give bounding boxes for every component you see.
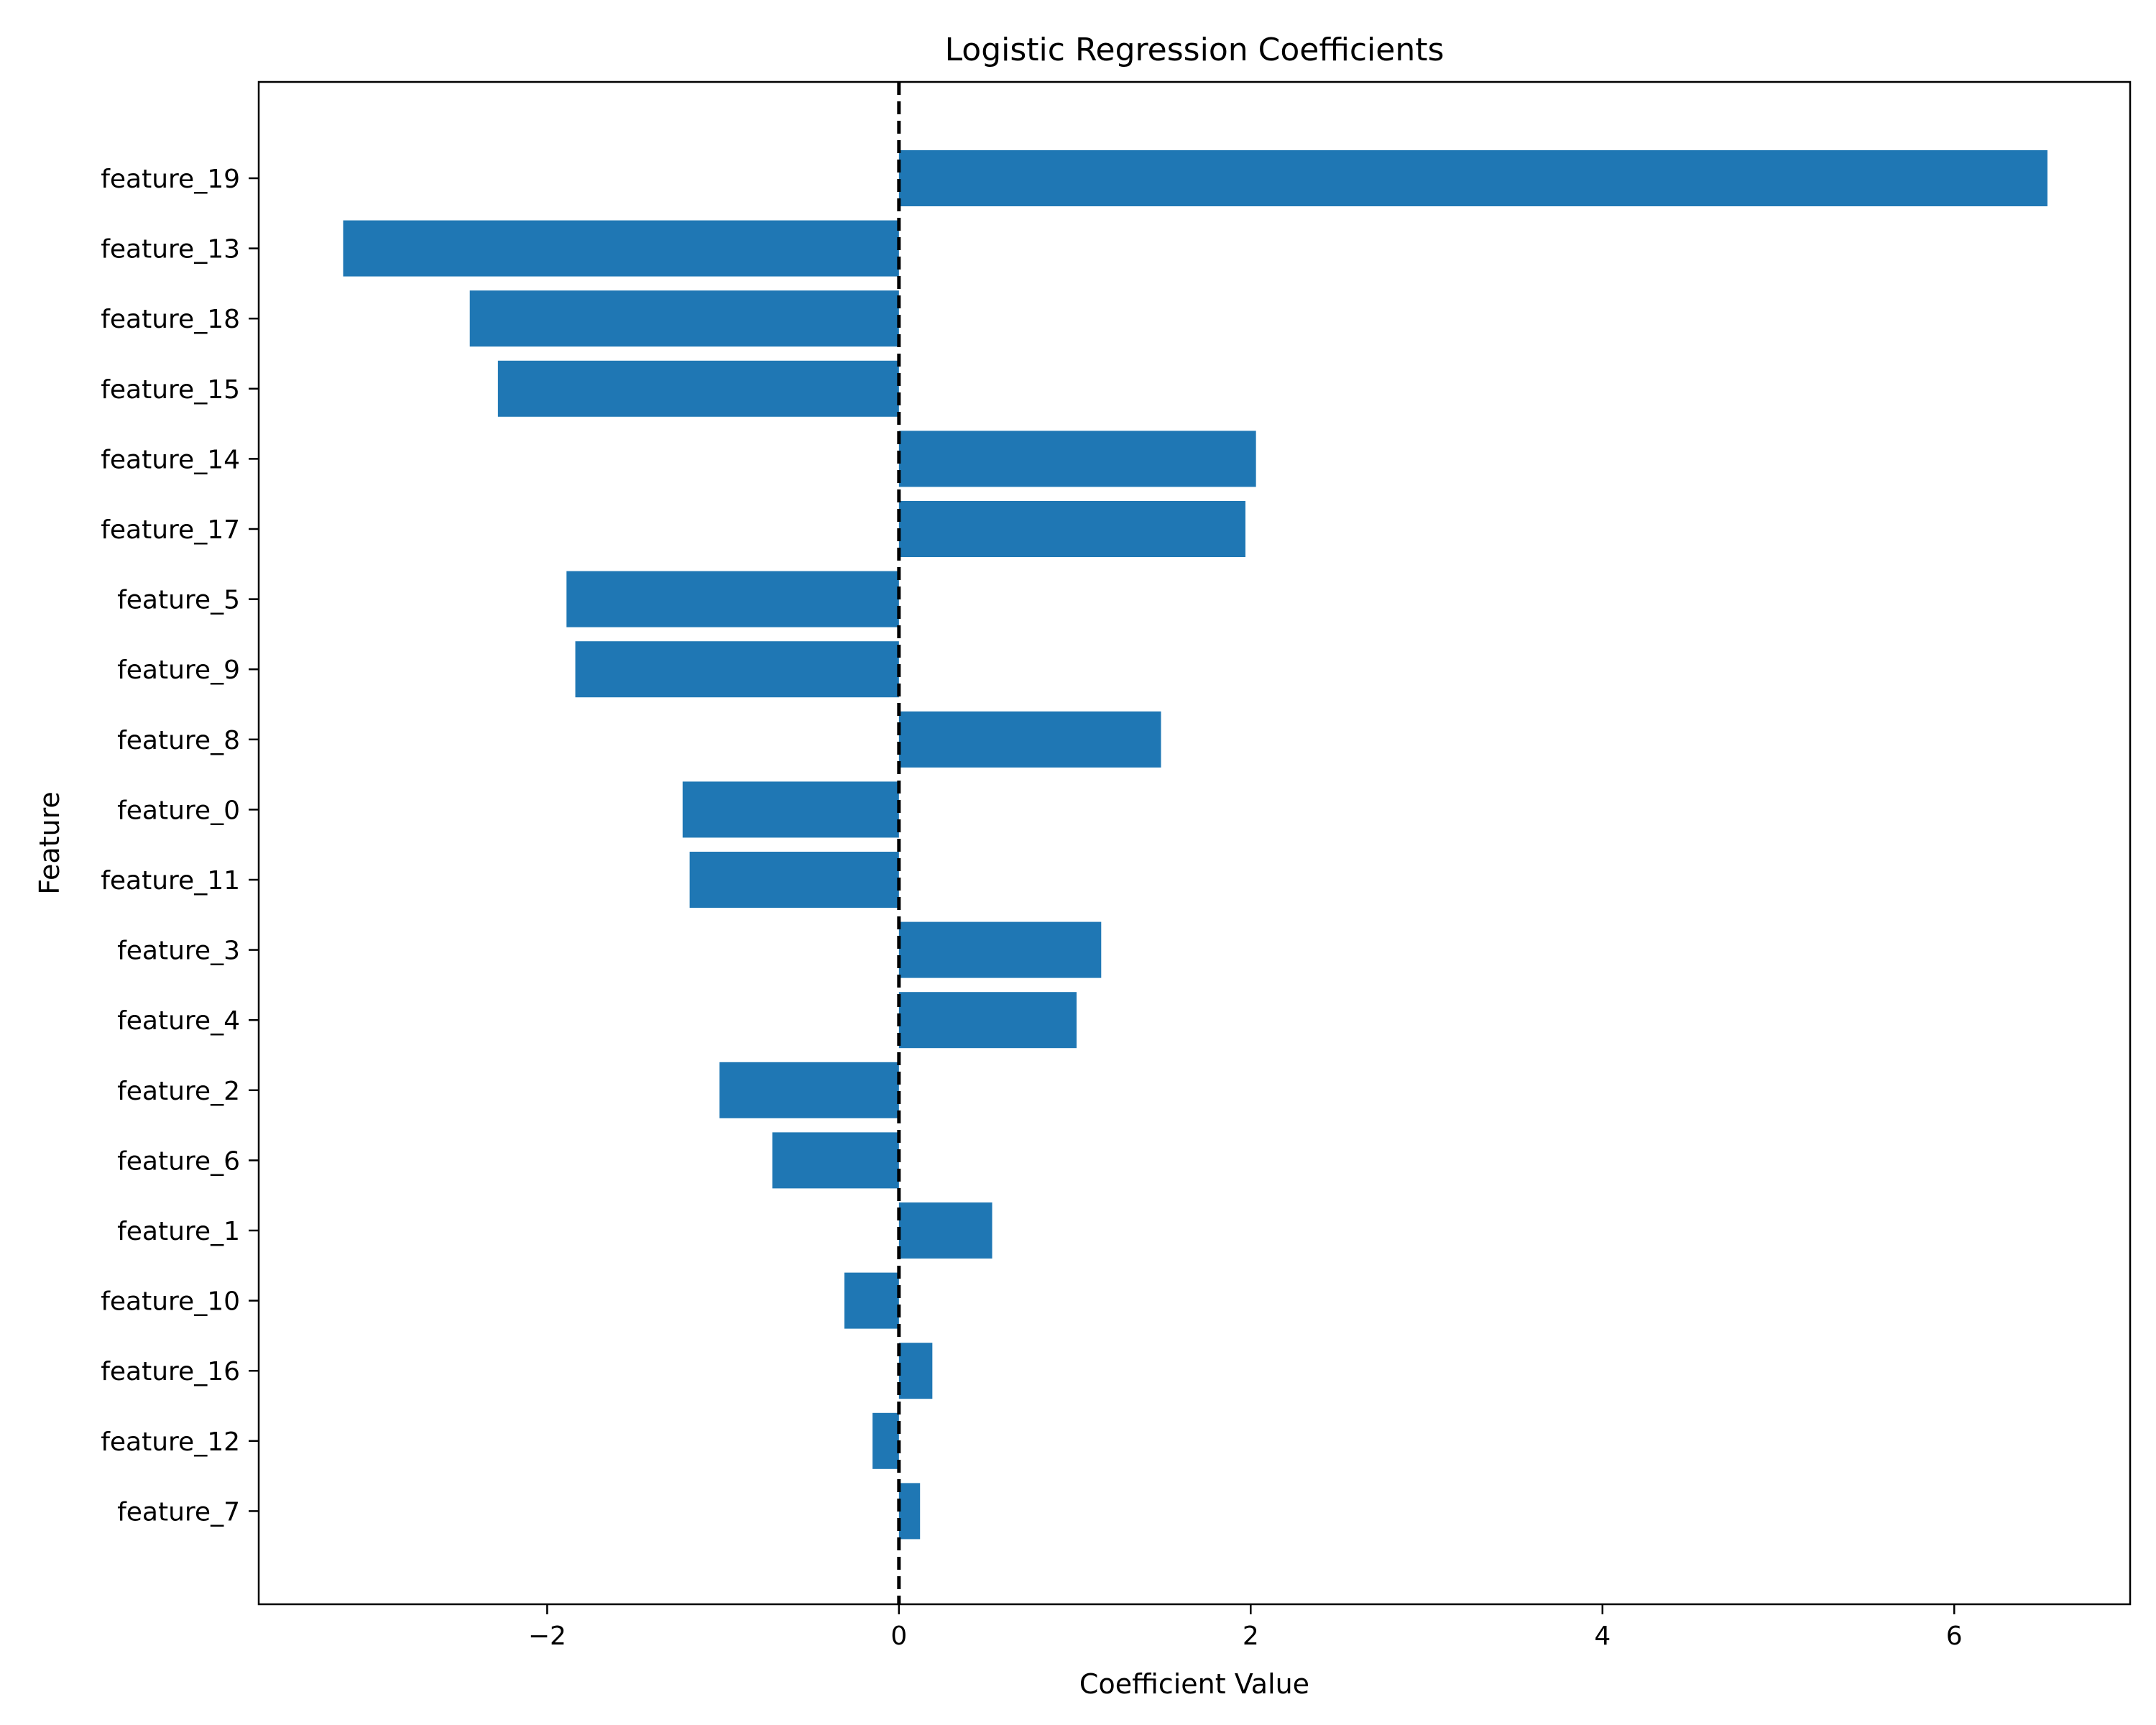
y-tick-label: feature_13 [101,235,240,264]
y-tick-label: feature_11 [101,866,240,896]
bar-feature_18 [469,290,899,347]
bar-feature_8 [898,711,1161,768]
bar-feature_5 [566,571,899,627]
y-tick-label: feature_7 [117,1497,240,1527]
x-tick-label: 0 [890,1622,907,1651]
y-tick-label: feature_6 [117,1146,240,1176]
bar-feature_7 [898,1483,921,1540]
bar-feature_0 [682,781,899,838]
bar-feature_3 [898,921,1102,978]
bar-feature_11 [689,852,899,908]
y-tick-label: feature_3 [117,937,240,966]
y-tick-label: feature_5 [117,586,240,615]
chart-title: Logistic Regression Coefficients [945,32,1445,68]
bar-feature_13 [343,220,899,277]
y-tick-label: feature_0 [117,796,240,825]
x-tick-label: 6 [1946,1622,1963,1651]
y-tick-label: feature_16 [101,1357,240,1386]
x-axis-ticks: −2 0 2 4 6 [528,1604,1963,1651]
plot-frame [257,80,2132,1606]
y-tick-label: feature_18 [101,305,240,334]
bar-feature_15 [497,360,899,417]
bar-feature_19 [898,150,2047,206]
y-tick-label: feature_15 [101,375,240,405]
bar-feature_9 [575,641,899,698]
bar-feature_10 [844,1272,899,1329]
x-tick-label: 2 [1243,1622,1259,1651]
y-axis-label: Feature [34,791,65,895]
bar-feature_4 [898,992,1077,1049]
y-tick-label: feature_1 [117,1217,240,1246]
y-tick-label: feature_19 [101,165,240,194]
bar-feature_17 [898,501,1245,557]
bar-feature_1 [898,1202,992,1259]
y-tick-label: feature_14 [101,445,240,474]
bar-feature_6 [772,1132,899,1189]
bar-feature_16 [898,1343,933,1399]
y-tick-label: feature_17 [101,515,240,545]
y-tick-label: feature_2 [117,1077,240,1106]
y-tick-label: feature_9 [117,656,240,685]
y-axis-ticks: feature_19 feature_13 feature_18 feature_15… [101,165,259,1527]
x-axis-label: Coefficient Value [1079,1668,1309,1700]
y-tick-label: feature_8 [117,726,240,755]
bar-feature_14 [898,431,1256,487]
y-tick-label: feature_4 [117,1006,240,1036]
x-tick-label: 4 [1594,1622,1611,1651]
y-tick-label: feature_10 [101,1287,240,1317]
y-tick-label: feature_12 [101,1427,240,1457]
x-tick-label: −2 [528,1622,566,1651]
bar-feature_12 [872,1412,899,1469]
bar-feature_2 [719,1062,899,1118]
bars-group [343,150,2047,1540]
